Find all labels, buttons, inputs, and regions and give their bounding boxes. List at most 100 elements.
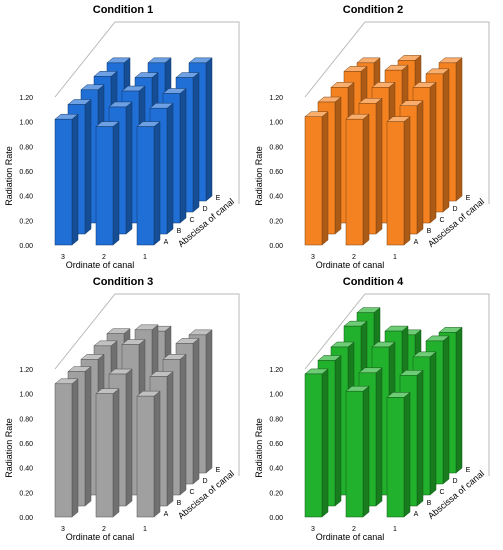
bar-side bbox=[112, 388, 120, 518]
column-tick-label: D bbox=[202, 206, 207, 213]
bar-side bbox=[416, 369, 424, 507]
y-tick-label: 0.20 bbox=[19, 490, 33, 497]
y-axis-label: Radiation Rate bbox=[4, 418, 14, 478]
bar-side bbox=[455, 326, 463, 474]
bar-3-A bbox=[54, 113, 79, 246]
column-tick-label: C bbox=[189, 217, 194, 224]
chart-title: Condition 2 bbox=[343, 4, 404, 16]
bar-side bbox=[334, 354, 342, 507]
bar-2-A bbox=[345, 113, 370, 246]
bar-side bbox=[153, 121, 161, 246]
y-tick-label: 1.20 bbox=[269, 95, 283, 102]
bar-front bbox=[54, 383, 73, 518]
row-tick-label: 2 bbox=[352, 254, 356, 261]
bar-side bbox=[429, 81, 437, 224]
column-tick-label: A bbox=[414, 511, 419, 518]
row-tick-label: 3 bbox=[61, 526, 65, 533]
chart-panel-4: Condition 4 0.00 0.20 0.40 0.60 0.80 1.00 1.20 R… bbox=[254, 276, 490, 542]
bar-side bbox=[192, 72, 200, 213]
column-tick-label: D bbox=[452, 206, 457, 213]
column-tick-label: D bbox=[452, 478, 457, 485]
column-tick-label: E bbox=[466, 467, 471, 474]
bar-front bbox=[136, 395, 155, 518]
column-tick-label: E bbox=[216, 467, 221, 474]
bar-side bbox=[403, 116, 411, 246]
chart-title: Condition 4 bbox=[343, 276, 404, 288]
chart-panel-3: Condition 3 0.00 0.20 0.40 0.60 0.80 1.00 1.20 R… bbox=[4, 276, 240, 542]
column-tick-label: B bbox=[177, 228, 182, 235]
column-tick-label: C bbox=[189, 489, 194, 496]
bar-front bbox=[345, 118, 364, 246]
y-axis-label: Radiation Rate bbox=[4, 146, 14, 206]
bar-side bbox=[166, 102, 174, 235]
y-tick-label: 0.40 bbox=[19, 466, 33, 473]
row-tick-label: 1 bbox=[393, 254, 397, 261]
x-axis-label: Ordinate of canal bbox=[316, 260, 385, 270]
column-tick-label: A bbox=[164, 511, 169, 518]
bar-front bbox=[136, 126, 155, 246]
bar-side bbox=[455, 57, 463, 202]
chart-title: Condition 1 bbox=[93, 4, 154, 16]
bar-side bbox=[205, 329, 213, 474]
row-tick-label: 3 bbox=[311, 254, 315, 261]
x-axis-label: Ordinate of canal bbox=[316, 532, 385, 542]
y-tick-label: 0.80 bbox=[19, 144, 33, 151]
column-tick-label: C bbox=[439, 217, 444, 224]
bar-side bbox=[375, 367, 383, 507]
bar-side bbox=[166, 370, 174, 507]
y-tick-label: 0.20 bbox=[269, 490, 283, 497]
bar-side bbox=[179, 87, 187, 224]
bar-front bbox=[95, 393, 114, 518]
y-tick-label: 0.60 bbox=[269, 169, 283, 176]
bar-side bbox=[192, 337, 200, 485]
bar-front bbox=[54, 118, 73, 246]
y-tick-label: 1.20 bbox=[19, 367, 33, 374]
y-tick-label: 1.00 bbox=[269, 392, 283, 399]
y-tick-label: 1.20 bbox=[269, 367, 283, 374]
bar-3-A bbox=[304, 368, 329, 518]
y-axis-label: Radiation Rate bbox=[254, 418, 264, 478]
x-axis-label: Ordinate of canal bbox=[66, 532, 135, 542]
row-tick-label: 1 bbox=[143, 254, 147, 261]
row-tick-label: 3 bbox=[61, 254, 65, 261]
x-axis-label: Ordinate of canal bbox=[66, 260, 135, 270]
bar-1-A bbox=[136, 121, 161, 246]
column-tick-label: A bbox=[164, 239, 169, 246]
bar-side bbox=[125, 368, 133, 507]
bar-side bbox=[429, 351, 437, 496]
column-tick-label: E bbox=[466, 195, 471, 202]
row-tick-label: 2 bbox=[102, 254, 106, 261]
bar-side bbox=[362, 113, 370, 246]
y-tick-label: 1.00 bbox=[269, 120, 283, 127]
bar-side bbox=[362, 385, 370, 518]
y-tick-label: 0.80 bbox=[269, 144, 283, 151]
back-wall-outline bbox=[54, 293, 240, 476]
bar-1-A bbox=[386, 391, 411, 518]
y-tick-label: 0.00 bbox=[269, 243, 283, 250]
bar-front bbox=[345, 390, 364, 518]
column-tick-label: C bbox=[439, 489, 444, 496]
y-tick-label: 1.00 bbox=[19, 120, 33, 127]
row-tick-label: 1 bbox=[393, 526, 397, 533]
chart-title: Condition 3 bbox=[93, 276, 154, 288]
bar-side bbox=[375, 97, 383, 235]
bar-2-A bbox=[95, 121, 120, 246]
bar-side bbox=[71, 378, 79, 518]
bar-front bbox=[386, 397, 405, 518]
back-wall-outline bbox=[54, 21, 240, 204]
bar-side bbox=[71, 113, 79, 246]
bar-front bbox=[304, 373, 323, 518]
column-tick-label: B bbox=[427, 228, 432, 235]
y-axis-label: Radiation Rate bbox=[254, 146, 264, 206]
bar-side bbox=[153, 390, 161, 518]
bar-3-A bbox=[304, 111, 329, 246]
y-tick-label: 0.60 bbox=[19, 441, 33, 448]
y-tick-label: 0.40 bbox=[269, 194, 283, 201]
column-tick-label: B bbox=[427, 500, 432, 507]
column-tick-label: E bbox=[216, 195, 221, 202]
chart-panel-2: Condition 2 0.00 0.20 0.40 0.60 0.80 1.00 1.20 R… bbox=[254, 4, 490, 270]
bar-front bbox=[304, 116, 323, 246]
bar-front bbox=[95, 126, 114, 246]
y-tick-label: 0.20 bbox=[19, 218, 33, 225]
bar-2-A bbox=[95, 388, 120, 518]
